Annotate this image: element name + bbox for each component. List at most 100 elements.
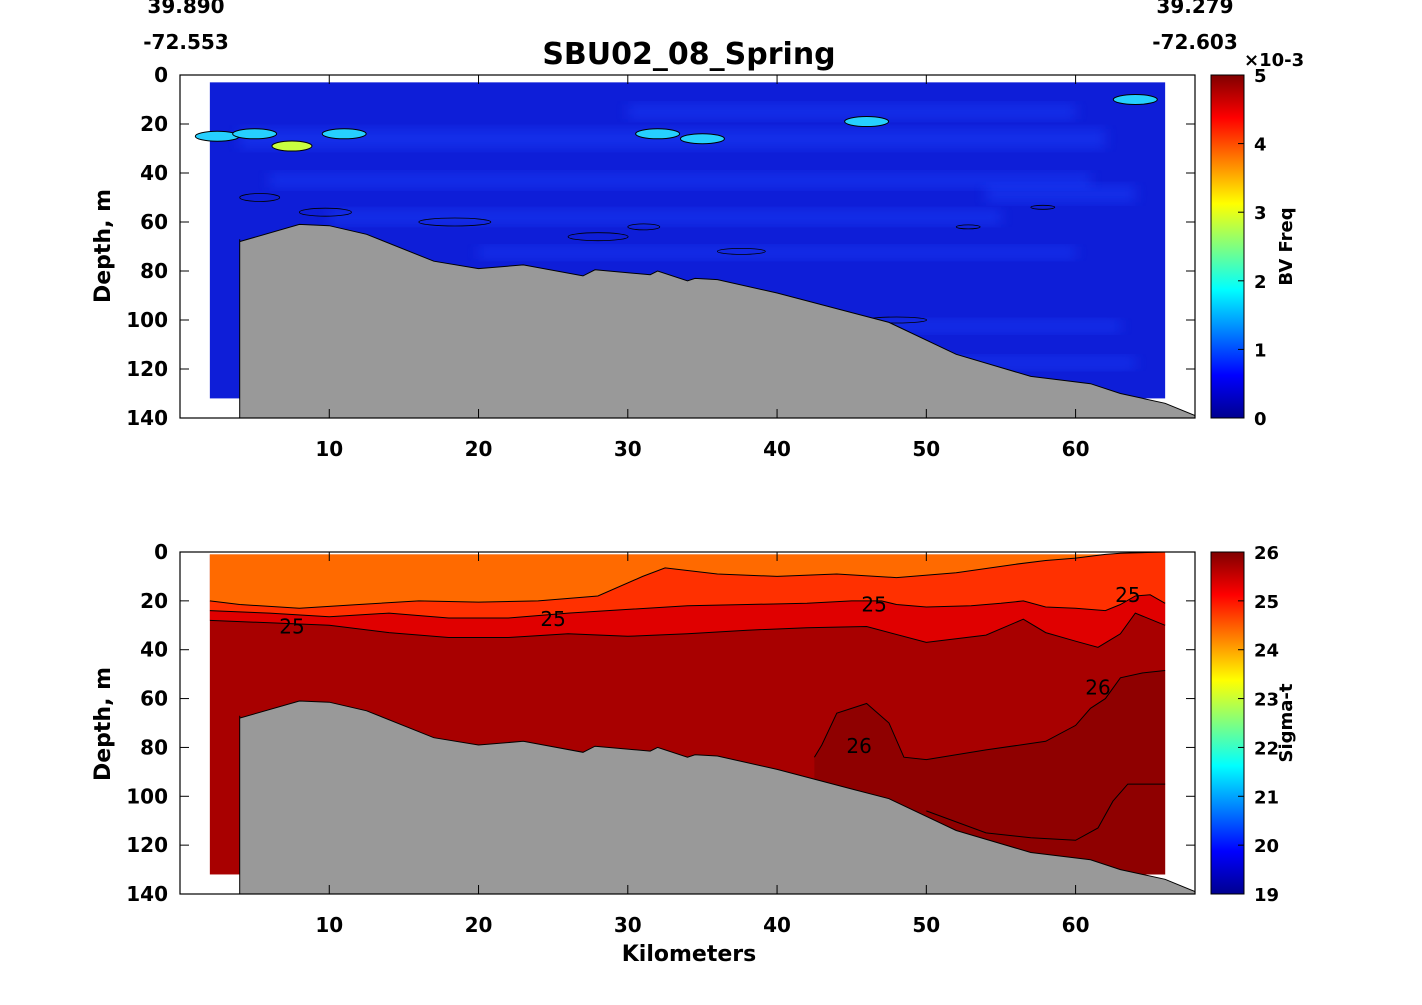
bv-ylabel: Depth, m [91, 189, 116, 303]
colorbar-tick-label: 0 [1254, 409, 1267, 430]
y-tick-label: 20 [140, 589, 168, 613]
x-tick-label: 60 [1062, 437, 1090, 461]
bv-contour-line [567, 232, 629, 242]
contour-label: 26 [1085, 676, 1110, 700]
bathymetry-seafloor [239, 700, 1195, 894]
colorbar-tick-label: 26 [1254, 543, 1279, 564]
end-latitude: 39.279 [1156, 0, 1233, 18]
y-tick-label: 60 [140, 687, 168, 711]
sigma-contour-line [209, 612, 1166, 648]
colorbar-tick-label: 1 [1254, 340, 1267, 361]
colorbar-tick-label: 3 [1254, 203, 1267, 224]
x-axis-label: Kilometers [622, 942, 756, 967]
y-tick-label: 60 [140, 210, 168, 234]
y-tick-label: 40 [140, 161, 168, 185]
colorbar-tick-label: 19 [1254, 885, 1279, 906]
colorbar-tick-label: 2 [1254, 272, 1267, 293]
sigma-surface-layer [209, 552, 1166, 609]
y-tick-label: 80 [140, 259, 168, 283]
x-tick-label: 30 [614, 913, 642, 937]
contour-label: 25 [861, 593, 886, 617]
bv-bathymetry [239, 223, 1195, 418]
contour-label: 26 [846, 734, 871, 758]
colorbar-gradient [1210, 551, 1245, 895]
x-tick-label: 20 [465, 913, 493, 937]
colorbar-tick-label: 25 [1254, 592, 1279, 613]
x-tick-label: 40 [763, 437, 791, 461]
sigma-contour-line [209, 552, 1166, 609]
sigma-contour-labels: 25 25 25 25 26 26 [279, 583, 1140, 758]
x-tick-label: 60 [1062, 913, 1090, 937]
bv-high-patch [844, 116, 890, 128]
bv-high-patch [232, 128, 278, 140]
y-tick-label: 100 [126, 308, 168, 332]
y-tick-label: 0 [154, 540, 168, 564]
bv-contour-line [716, 247, 766, 255]
sigma-contour-line [209, 594, 1166, 619]
x-tick-label: 20 [465, 437, 493, 461]
sigma-bathymetry [239, 700, 1195, 894]
sigma-upper-layer [209, 552, 1166, 618]
colorbar-tick-label: 23 [1254, 690, 1279, 711]
x-tick-label: 50 [912, 437, 940, 461]
bv-streak [239, 128, 1106, 149]
bv-contour-line [955, 224, 981, 230]
bv-high-patch [635, 128, 681, 140]
bv-high-patch [679, 133, 725, 145]
colorbar-label: BV Freq [1276, 207, 1297, 285]
colorbar-label: Sigma-t [1276, 683, 1297, 762]
x-tick-label: 10 [315, 437, 343, 461]
sigma-mid-layer [209, 594, 1166, 648]
x-tick-label: 50 [912, 913, 940, 937]
y-tick-label: 0 [154, 63, 168, 87]
y-tick-label: 120 [126, 833, 168, 857]
y-tick-label: 120 [126, 357, 168, 381]
bv-contour-line [418, 217, 492, 227]
colorbar-exponent: ×10-3 [1244, 50, 1304, 71]
sigma-contours [209, 552, 1166, 841]
contour-label: 25 [1115, 583, 1140, 607]
colorbar-tick-label: 22 [1254, 738, 1279, 759]
bv-contour-line [1030, 204, 1056, 210]
sigma-ylabel: Depth, m [91, 667, 116, 781]
bv-streak [851, 320, 1121, 333]
start-longitude: -72.553 [143, 30, 228, 54]
bv-streak [329, 209, 1001, 225]
bv-high-patch [1112, 94, 1158, 105]
figure-title: SBU02_08_Spring [542, 37, 835, 72]
contour-label: 25 [279, 615, 304, 639]
bv-colorbar: 0 1 2 3 4 5 BV Freq ×10-3 [1210, 50, 1304, 430]
sigma-t-panel: 25 25 25 25 26 26 10 20 30 40 50 60 0 20 40 60 80 100 120… [91, 540, 1297, 967]
bv-high-patch [271, 140, 313, 152]
bv-contour-line [627, 223, 661, 231]
colorbar-gradient [1210, 74, 1245, 419]
y-tick-label: 40 [140, 638, 168, 662]
sigma-colorbar: 19 20 21 22 23 24 25 26 Sigma-t [1210, 543, 1297, 906]
colorbar-tick-label: 21 [1254, 787, 1279, 808]
y-tick-label: 80 [140, 735, 168, 759]
sigma-contour-line [926, 783, 1166, 841]
x-tick-label: 40 [763, 913, 791, 937]
y-tick-label: 20 [140, 112, 168, 136]
y-tick-label: 140 [126, 882, 168, 906]
sigma-axes: 10 20 30 40 50 60 0 20 40 60 80 100 120 140 [126, 540, 1195, 937]
bathymetry-seafloor [239, 223, 1195, 418]
y-tick-label: 100 [126, 784, 168, 808]
x-tick-label: 30 [614, 437, 642, 461]
end-longitude: -72.603 [1152, 30, 1237, 54]
bv-streak [269, 173, 1091, 188]
bv-axes: 10 20 30 40 50 60 0 20 40 60 80 100 120 140 [126, 63, 1195, 461]
start-latitude: 39.890 [147, 0, 224, 18]
bv-streak [986, 185, 1136, 203]
contour-label: 25 [540, 607, 565, 631]
colorbar-tick-label: 20 [1254, 836, 1279, 857]
y-tick-label: 140 [126, 406, 168, 430]
bv-axes-frame [179, 74, 1196, 419]
bv-streak [627, 104, 1076, 120]
sigma-axes-frame [179, 551, 1196, 895]
colorbar-tick-label: 5 [1254, 66, 1267, 87]
bv-high-patch [321, 128, 367, 140]
x-tick-label: 10 [315, 913, 343, 937]
